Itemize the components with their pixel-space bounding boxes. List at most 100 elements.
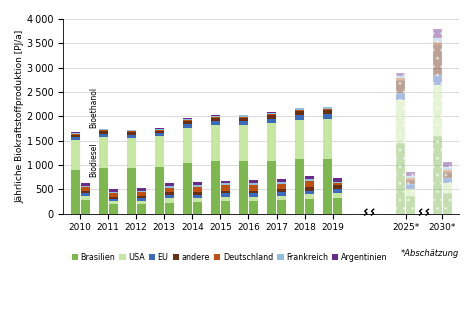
Bar (249, 197, 258, 201)
Bar (99, 131, 108, 134)
Bar (239, 115, 248, 117)
Bar (211, 117, 220, 118)
Bar (406, 189, 415, 196)
Bar (433, 85, 442, 136)
Bar (99, 130, 108, 131)
Bar (323, 159, 332, 214)
Legend: Brasilien, USA, EU, andere, Deutschland, Frankreich, Argentinien: Brasilien, USA, EU, andere, Deutschland,… (72, 253, 387, 262)
Bar (71, 132, 80, 133)
Bar (267, 113, 276, 114)
Bar (193, 198, 202, 202)
Bar (305, 180, 314, 181)
Bar (183, 124, 192, 128)
Bar (406, 184, 415, 189)
Bar (406, 196, 415, 214)
Bar (81, 200, 90, 214)
Bar (249, 193, 258, 197)
Bar (155, 136, 164, 167)
Bar (277, 189, 286, 192)
Bar (193, 192, 202, 195)
Text: *Abschätzung: *Abschätzung (401, 250, 459, 259)
Bar (333, 184, 342, 185)
Bar (183, 121, 192, 124)
Bar (443, 167, 452, 170)
Bar (81, 186, 90, 187)
Bar (443, 184, 452, 193)
Bar (155, 133, 164, 136)
Bar (239, 125, 248, 160)
Bar (137, 198, 146, 201)
Bar (295, 120, 304, 159)
Bar (239, 121, 248, 125)
Bar (127, 132, 136, 135)
Bar (165, 195, 174, 198)
Text: Bioethanol: Bioethanol (90, 87, 99, 129)
Bar (433, 29, 442, 38)
Bar (333, 198, 342, 214)
Bar (221, 191, 230, 193)
Bar (211, 161, 220, 214)
Bar (109, 201, 118, 204)
Bar (127, 138, 136, 168)
Bar (127, 130, 136, 131)
Text: Biodiesel: Biodiesel (90, 142, 99, 177)
Bar (249, 191, 258, 193)
Bar (165, 198, 174, 203)
Bar (396, 78, 405, 80)
Bar (396, 93, 405, 100)
Bar (323, 107, 332, 109)
Bar (333, 185, 342, 189)
Bar (183, 119, 192, 120)
Bar (406, 180, 415, 184)
Bar (183, 120, 192, 121)
Bar (333, 178, 342, 182)
Bar (221, 184, 230, 185)
Bar (221, 201, 230, 214)
Bar (267, 119, 276, 123)
Bar (81, 183, 90, 186)
Bar (277, 192, 286, 196)
Bar (193, 202, 202, 214)
Bar (295, 159, 304, 214)
Bar (323, 114, 332, 119)
Bar (99, 129, 108, 130)
Bar (211, 121, 220, 125)
Bar (396, 143, 405, 214)
Bar (81, 191, 90, 193)
Bar (183, 162, 192, 214)
Bar (433, 75, 442, 85)
Bar (406, 176, 415, 178)
Bar (323, 109, 332, 110)
Bar (433, 136, 442, 214)
Bar (295, 108, 304, 110)
Bar (71, 133, 80, 134)
Bar (295, 111, 304, 115)
Bar (433, 42, 442, 44)
Bar (433, 38, 442, 42)
Bar (71, 135, 80, 137)
Bar (71, 170, 80, 214)
Bar (165, 183, 174, 186)
Bar (211, 116, 220, 117)
Bar (137, 192, 146, 196)
Bar (239, 160, 248, 214)
Bar (305, 191, 314, 194)
Bar (305, 199, 314, 214)
Bar (239, 117, 248, 118)
Bar (99, 134, 108, 137)
Bar (267, 115, 276, 119)
Bar (193, 185, 202, 187)
Bar (71, 137, 80, 140)
Bar (165, 186, 174, 188)
Bar (305, 181, 314, 187)
Bar (137, 191, 146, 192)
Bar (443, 178, 452, 184)
Bar (109, 189, 118, 192)
Bar (137, 204, 146, 214)
Bar (155, 131, 164, 133)
Bar (396, 100, 405, 143)
Y-axis label: Jährliche Biokraftstoffproduktion [PJ/a]: Jährliche Biokraftstoffproduktion [PJ/a] (15, 30, 24, 203)
Bar (193, 187, 202, 192)
Bar (305, 187, 314, 191)
Bar (127, 168, 136, 214)
